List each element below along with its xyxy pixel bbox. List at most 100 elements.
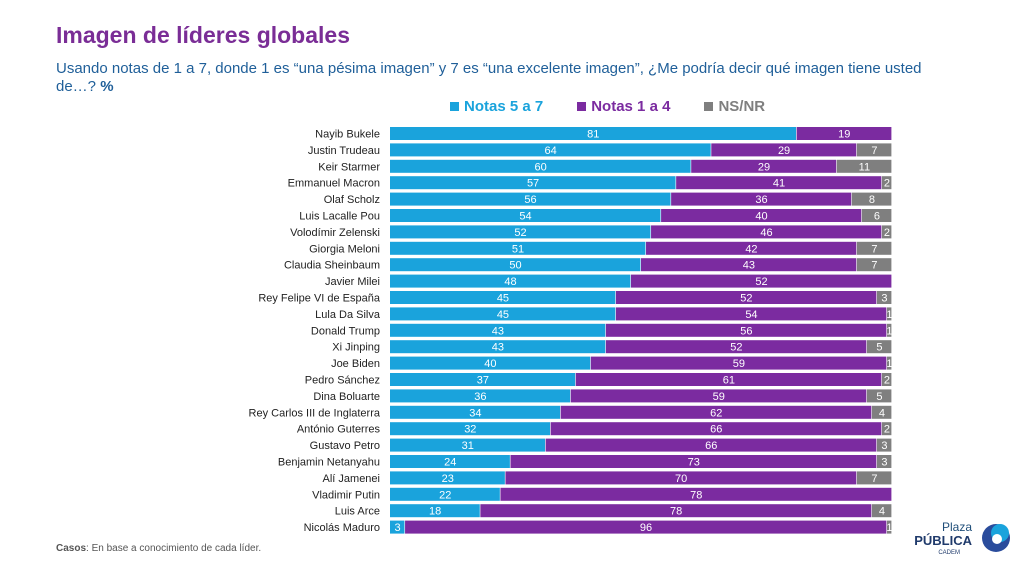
data-label-notas-1-4: 78 bbox=[690, 489, 702, 501]
category-label: Claudia Sheinbaum bbox=[284, 260, 380, 272]
chart-subtitle: Usando notas de 1 a 7, donde 1 es “una p… bbox=[56, 60, 956, 96]
data-label-notas-1-4: 56 bbox=[740, 325, 752, 337]
data-label-notas-1-4: 46 bbox=[760, 227, 772, 239]
bar-notas-5-7 bbox=[390, 225, 651, 239]
data-label-nsnr: 3 bbox=[881, 293, 887, 305]
legend-item-nsnr: NS/NR bbox=[704, 98, 765, 115]
logo-line-3: CADEM bbox=[938, 550, 960, 556]
data-label-nsnr: 5 bbox=[876, 391, 882, 403]
bar-notas-5-7 bbox=[390, 504, 480, 518]
bar-notas-5-7 bbox=[390, 405, 561, 419]
category-label: Keir Starmer bbox=[318, 161, 380, 173]
category-label: Rey Carlos III de Inglaterra bbox=[249, 407, 381, 419]
bar-nsnr bbox=[871, 504, 892, 518]
bar-notas-5-7 bbox=[390, 209, 661, 222]
data-label-notas-5-7: 3 bbox=[394, 522, 400, 534]
bar-nsnr bbox=[861, 209, 892, 222]
category-label: Donald Trump bbox=[311, 325, 380, 337]
data-label-notas-5-7: 81 bbox=[587, 129, 599, 141]
data-label-notas-1-4: 59 bbox=[733, 358, 745, 370]
data-label-notas-5-7: 50 bbox=[509, 260, 521, 272]
subtitle-question: Usando notas de 1 a 7, donde 1 es “una p… bbox=[56, 60, 922, 95]
bar-nsnr bbox=[886, 323, 892, 337]
data-label-notas-1-4: 36 bbox=[755, 194, 767, 206]
data-label-nsnr: 3 bbox=[881, 440, 887, 452]
bar-nsnr bbox=[886, 520, 892, 534]
category-label: António Guterres bbox=[297, 424, 381, 436]
category-label: Xi Jinping bbox=[332, 342, 380, 354]
data-label-notas-1-4: 40 bbox=[755, 211, 767, 223]
bar-notas-5-7 bbox=[390, 323, 606, 337]
data-label-notas-1-4: 43 bbox=[743, 260, 755, 272]
bar-nsnr bbox=[856, 471, 892, 485]
data-label-nsnr: 7 bbox=[871, 260, 877, 272]
legend-item-notas-5-7: Notas 5 a 7 bbox=[450, 98, 543, 115]
bar-notas-1-4 bbox=[590, 356, 887, 370]
logo-line-1: Plaza bbox=[942, 520, 972, 534]
bar-notas-5-7 bbox=[390, 455, 510, 468]
data-label-notas-5-7: 31 bbox=[462, 440, 474, 452]
bar-notas-1-4 bbox=[605, 340, 867, 354]
data-label-notas-5-7: 22 bbox=[439, 489, 451, 501]
legend-item-notas-1-4: Notas 1 a 4 bbox=[577, 98, 670, 115]
bar-nsnr bbox=[836, 159, 892, 173]
data-label-notas-5-7: 32 bbox=[464, 424, 476, 436]
bar-notas-1-4 bbox=[641, 258, 857, 272]
logo-mark-icon bbox=[982, 524, 1010, 552]
legend-swatch-nsnr bbox=[704, 102, 714, 111]
data-label-notas-5-7: 18 bbox=[429, 506, 441, 518]
bar-notas-1-4 bbox=[615, 307, 887, 321]
data-label-notas-5-7: 52 bbox=[514, 227, 526, 239]
bar-notas-1-4 bbox=[691, 159, 837, 173]
data-label-notas-1-4: 62 bbox=[710, 407, 722, 419]
bar-nsnr bbox=[881, 176, 892, 190]
bar-notas-5-7 bbox=[390, 127, 797, 140]
bar-notas-1-4 bbox=[505, 471, 857, 485]
data-label-notas-5-7: 43 bbox=[492, 325, 504, 337]
data-label-notas-1-4: 70 bbox=[675, 473, 687, 485]
bar-notas-5-7 bbox=[390, 159, 691, 173]
category-label: Alí Jamenei bbox=[323, 473, 380, 485]
bar-notas-5-7 bbox=[390, 340, 606, 354]
legend-label-notas-5-7: Notas 5 a 7 bbox=[464, 98, 544, 115]
category-label: Rey Felipe VI de España bbox=[258, 293, 381, 305]
bar-nsnr bbox=[876, 291, 892, 304]
data-label-notas-5-7: 64 bbox=[545, 145, 557, 157]
data-label-notas-5-7: 24 bbox=[444, 457, 456, 469]
data-label-notas-1-4: 59 bbox=[713, 391, 725, 403]
bar-nsnr bbox=[866, 340, 892, 354]
data-label-notas-1-4: 52 bbox=[755, 276, 767, 288]
data-label-notas-5-7: 43 bbox=[492, 342, 504, 354]
bar-notas-1-4 bbox=[545, 438, 877, 452]
data-label-notas-1-4: 52 bbox=[740, 293, 752, 305]
bar-nsnr bbox=[881, 373, 892, 386]
data-label-nsnr: 11 bbox=[859, 161, 870, 173]
data-label-nsnr: 5 bbox=[876, 342, 882, 354]
bar-notas-5-7 bbox=[390, 422, 551, 436]
plaza-publica-cadem-logo: Plaza PÚBLICA CADEM bbox=[914, 520, 1010, 556]
data-label-nsnr: 3 bbox=[881, 457, 887, 469]
category-label: Dina Boluarte bbox=[313, 391, 380, 403]
category-label: Benjamin Netanyahu bbox=[278, 457, 380, 469]
data-label-notas-5-7: 51 bbox=[512, 243, 524, 255]
category-label: Nayib Bukele bbox=[315, 129, 380, 141]
bar-notas-5-7 bbox=[390, 307, 616, 321]
subtitle-unit: % bbox=[100, 78, 114, 95]
bar-notas-5-7 bbox=[390, 438, 546, 452]
footnote-label: Casos bbox=[56, 543, 87, 554]
data-label-notas-5-7: 36 bbox=[474, 391, 486, 403]
bar-nsnr bbox=[856, 143, 892, 157]
bar-notas-1-4 bbox=[500, 487, 892, 501]
data-label-nsnr: 1 bbox=[886, 522, 892, 534]
bar-notas-5-7 bbox=[390, 389, 571, 403]
data-label-notas-1-4: 66 bbox=[705, 440, 717, 452]
chart-legend: Notas 5 a 7 Notas 1 a 4 NS/NR bbox=[450, 98, 765, 115]
data-label-notas-5-7: 48 bbox=[504, 276, 516, 288]
data-label-nsnr: 8 bbox=[869, 194, 875, 206]
category-label: Nicolás Maduro bbox=[304, 522, 380, 534]
data-label-notas-5-7: 34 bbox=[469, 407, 481, 419]
bar-nsnr bbox=[886, 356, 892, 370]
data-label-nsnr: 1 bbox=[886, 309, 892, 321]
data-label-notas-1-4: 61 bbox=[723, 375, 735, 387]
